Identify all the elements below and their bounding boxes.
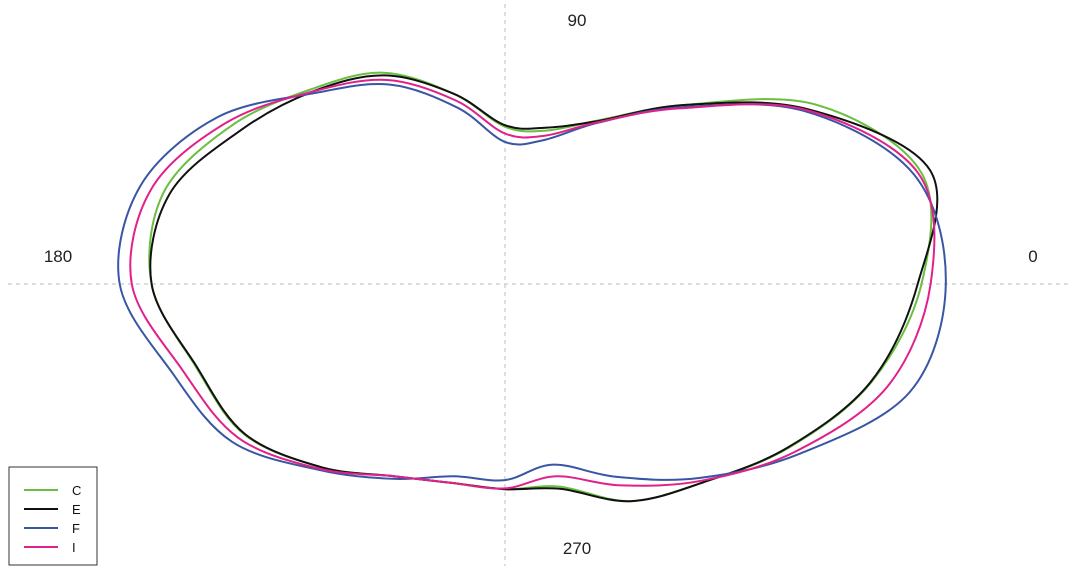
data-point-e-90 xyxy=(504,124,506,126)
data-point-i-0 xyxy=(930,283,932,285)
data-point-i-195 xyxy=(182,369,184,371)
data-point-f-150 xyxy=(216,117,218,119)
angle-label-90: 90 xyxy=(568,11,587,30)
data-point-e-285 xyxy=(559,488,561,490)
angle-label-180: 180 xyxy=(44,247,72,266)
data-point-f-210 xyxy=(231,441,233,443)
data-point-f-315 xyxy=(698,477,700,479)
data-point-e-75 xyxy=(546,127,548,129)
data-point-i-45 xyxy=(680,107,682,109)
data-point-i-120 xyxy=(386,79,388,81)
data-point-e-330 xyxy=(787,446,789,448)
data-point-i-135 xyxy=(312,91,314,93)
data-point-e-180 xyxy=(151,283,153,285)
data-point-f-285 xyxy=(552,464,554,466)
data-point-e-210 xyxy=(244,433,246,435)
data-point-e-300 xyxy=(629,500,631,502)
data-point-i-75 xyxy=(544,135,546,137)
data-point-f-300 xyxy=(615,476,617,478)
data-point-f-135 xyxy=(313,92,315,94)
data-point-i-210 xyxy=(237,437,239,439)
data-point-i-255 xyxy=(451,482,453,484)
data-point-f-75 xyxy=(543,139,545,141)
angle-label-0: 0 xyxy=(1028,247,1037,266)
data-point-e-105 xyxy=(453,93,455,95)
data-point-f-180 xyxy=(119,283,121,285)
data-point-c-0 xyxy=(921,283,923,285)
data-point-i-300 xyxy=(620,484,622,486)
data-point-e-345 xyxy=(870,381,872,383)
data-point-c-150 xyxy=(230,125,232,127)
data-point-i-15 xyxy=(917,172,919,174)
data-point-e-195 xyxy=(196,366,198,368)
data-point-i-240 xyxy=(393,475,395,477)
legend-label-f: F xyxy=(72,521,80,536)
angle-label-270: 270 xyxy=(563,539,591,558)
data-point-f-90 xyxy=(504,141,506,143)
data-point-e-150 xyxy=(239,130,241,132)
legend-box xyxy=(8,466,98,566)
data-point-f-120 xyxy=(389,84,391,86)
data-point-f-240 xyxy=(392,478,394,480)
data-point-c-15 xyxy=(920,172,922,174)
data-point-e-15 xyxy=(929,169,931,171)
legend-label-i: I xyxy=(72,540,76,555)
data-point-i-345 xyxy=(887,386,889,388)
data-point-i-90 xyxy=(504,133,506,135)
data-point-f-345 xyxy=(909,391,911,393)
data-point-f-330 xyxy=(798,453,800,455)
data-point-f-0 xyxy=(945,283,947,285)
series-line-i xyxy=(129,78,936,490)
data-point-i-330 xyxy=(794,451,796,453)
data-point-f-165 xyxy=(139,185,141,187)
data-point-i-165 xyxy=(150,188,152,190)
data-point-i-60 xyxy=(598,121,600,123)
data-point-c-135 xyxy=(310,89,312,91)
data-point-i-180 xyxy=(131,283,133,285)
legend: C E F I xyxy=(8,466,98,566)
data-point-f-15 xyxy=(913,173,915,175)
data-point-e-120 xyxy=(384,74,386,76)
series-line-e xyxy=(149,74,939,503)
data-point-e-0 xyxy=(917,283,919,285)
legend-label-c: C xyxy=(72,483,81,498)
data-point-e-315 xyxy=(702,481,704,483)
data-point-f-270 xyxy=(504,479,506,481)
data-point-i-105 xyxy=(455,100,457,102)
data-point-i-30 xyxy=(805,109,807,111)
data-point-f-255 xyxy=(453,475,455,477)
data-point-i-315 xyxy=(701,480,703,482)
legend-label-e: E xyxy=(72,502,81,517)
data-point-c-75 xyxy=(545,130,547,132)
data-point-i-270 xyxy=(504,487,506,489)
data-point-f-195 xyxy=(172,372,174,374)
data-point-c-285 xyxy=(558,486,560,488)
data-point-i-150 xyxy=(225,122,227,124)
data-point-e-165 xyxy=(169,193,171,195)
series-layer xyxy=(117,71,947,503)
data-point-c-165 xyxy=(163,192,165,194)
data-point-e-225 xyxy=(321,466,323,468)
data-point-e-45 xyxy=(683,104,685,106)
data-point-i-225 xyxy=(319,468,321,470)
data-point-c-30 xyxy=(815,104,817,106)
series-line-f xyxy=(117,83,947,482)
data-point-c-120 xyxy=(382,72,384,74)
data-point-f-105 xyxy=(457,107,459,109)
data-point-i-285 xyxy=(556,475,558,477)
